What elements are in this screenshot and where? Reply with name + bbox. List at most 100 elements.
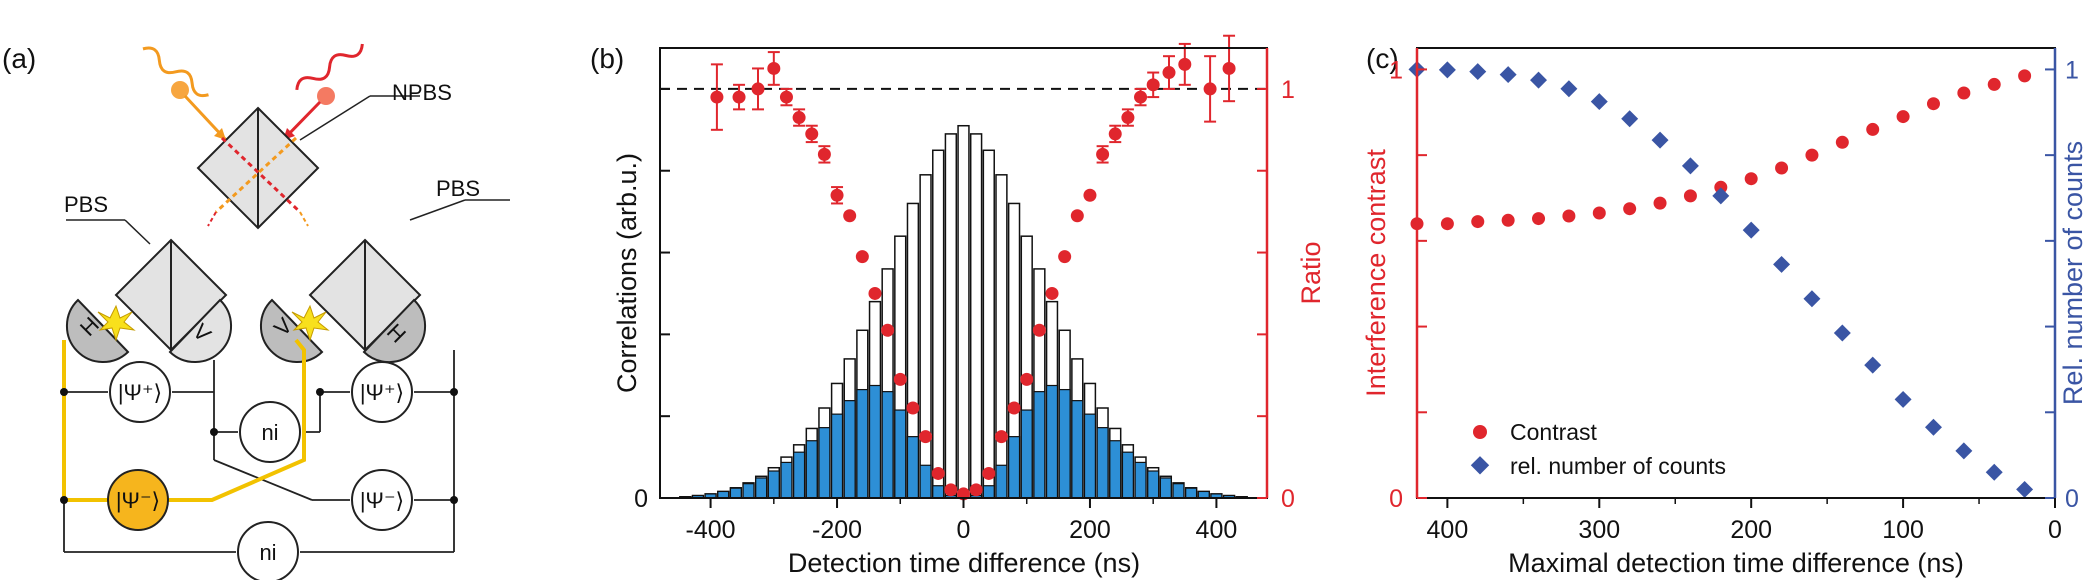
ratio-point — [1222, 61, 1236, 75]
coincidence-bar — [1172, 483, 1185, 499]
coincidence-bar — [1159, 477, 1172, 499]
y-tick-label: 0 — [1389, 485, 1403, 513]
chart-c-right-ticks: 01 — [2045, 56, 2079, 513]
chart-c-xlabel: Maximal detection time difference (ns) — [1508, 548, 1964, 578]
total-bar — [944, 133, 958, 499]
contrast-point — [1866, 122, 1880, 136]
counts-point — [1894, 390, 1912, 408]
legend-counts-marker — [1470, 456, 1490, 475]
coincidence-bar — [843, 400, 856, 499]
coincidence-bar — [1147, 470, 1160, 499]
counts-point — [1864, 356, 1882, 374]
counts-point — [1803, 290, 1821, 308]
coincidence-bar — [856, 388, 869, 499]
counts-point — [1681, 157, 1699, 175]
contrast-point — [1805, 148, 1819, 162]
chart-b-y2label: Ratio — [1296, 241, 1326, 304]
coincidence-bar — [805, 440, 818, 499]
legend-contrast-marker — [1473, 425, 1487, 439]
pbs-left-label: PBS — [64, 192, 108, 217]
contrast-point — [2018, 69, 2032, 83]
coincidence-bar — [982, 485, 995, 499]
ratio-point — [1178, 57, 1192, 71]
contrast-point — [1775, 161, 1789, 175]
counts-point — [1499, 66, 1517, 84]
setup-diagram: (a) NPBS — [2, 43, 510, 580]
counts-point — [1924, 418, 1942, 436]
contrast-point — [1623, 202, 1637, 216]
ratio-point — [767, 61, 781, 75]
counts-point — [1560, 80, 1578, 98]
coincidence-bar — [932, 485, 945, 499]
ratio-point — [1162, 66, 1176, 80]
ratio-point — [1045, 286, 1059, 300]
coincidence-bar — [1109, 440, 1122, 499]
counts-point — [1742, 221, 1760, 239]
total-bar — [932, 149, 945, 499]
coincidence-bar — [1058, 388, 1071, 499]
panel-b-label: (b) — [590, 43, 624, 74]
chart-c-legend: Contrast rel. number of counts — [1470, 419, 1726, 479]
chart-c: (c) 01 01 400 300 200 100 0 Maximal detectio… — [1361, 43, 2088, 578]
detector-h-left — [65, 298, 136, 364]
total-bar — [957, 124, 970, 499]
ratio-point — [710, 90, 724, 104]
ratio-point — [792, 111, 806, 125]
coincidence-bars — [679, 384, 1248, 499]
counts-point — [1773, 255, 1791, 273]
x-tick-label: 200 — [1730, 516, 1772, 544]
counts-point — [1469, 63, 1487, 81]
node-psi-plus-left — [109, 361, 171, 423]
total-bar — [982, 149, 995, 499]
coincidence-bar — [868, 384, 882, 499]
ratio-point — [843, 209, 857, 223]
coincidence-bar — [1045, 384, 1059, 499]
ratio-point — [855, 250, 869, 264]
ratio-point — [1020, 372, 1034, 386]
coincidence-bar — [1083, 413, 1096, 499]
total-correlations-bars — [679, 124, 1248, 499]
y-tick-label: 1 — [1389, 56, 1403, 84]
node-ni-top-label: ni — [261, 420, 278, 445]
y2-tick-label: 1 — [1281, 76, 1295, 104]
ratio-point — [881, 323, 895, 337]
x-tick-label: 400 — [1196, 516, 1238, 544]
detector-v-left — [168, 298, 233, 364]
ratio-point — [1083, 188, 1097, 202]
counts-point — [1985, 463, 2003, 481]
node-psi-minus-left-label: |Ψ⁻⟩ — [116, 488, 160, 513]
x-tick-label: 100 — [1882, 516, 1924, 544]
contrast-point — [1653, 196, 1667, 210]
ratio-points — [710, 34, 1236, 501]
coincidence-bar — [780, 461, 793, 499]
ratio-point — [919, 430, 933, 444]
ratio-point — [1058, 250, 1072, 264]
coincidence-bar — [755, 477, 768, 499]
chart-b-left-ticks: 0 — [634, 87, 670, 513]
detector-h-right — [362, 298, 427, 364]
coincidence-bar — [919, 464, 932, 499]
total-bar — [919, 174, 932, 499]
contrast-point — [1835, 135, 1849, 149]
contrast-point — [1896, 110, 1910, 124]
ratio-point — [1134, 90, 1148, 104]
coincidence-bar — [729, 487, 742, 499]
contrast-point — [1471, 215, 1485, 229]
coincidence-bar — [1033, 391, 1046, 499]
x-tick-label: 0 — [2048, 516, 2062, 544]
node-psi-plus-right — [351, 361, 413, 423]
node-psi-plus-left-label: |Ψ⁺⟩ — [118, 380, 162, 405]
contrast-points — [1410, 69, 2032, 231]
coincidence-bar — [906, 436, 919, 499]
node-psi-plus-right-label: |Ψ⁺⟩ — [360, 380, 404, 405]
detector-v-right — [259, 298, 330, 364]
legend-contrast-label: Contrast — [1510, 419, 1598, 445]
coincidence-bar — [1134, 461, 1147, 499]
node-psi-minus-right — [351, 469, 413, 531]
node-ni-bottom-label: ni — [259, 540, 276, 565]
coincidence-bar — [1185, 487, 1198, 499]
node-ni-bottom — [237, 521, 299, 580]
chart-b-ylabel: Correlations (arb.u.) — [612, 153, 642, 393]
ratio-point — [906, 401, 920, 415]
node-ni-top — [239, 401, 301, 463]
